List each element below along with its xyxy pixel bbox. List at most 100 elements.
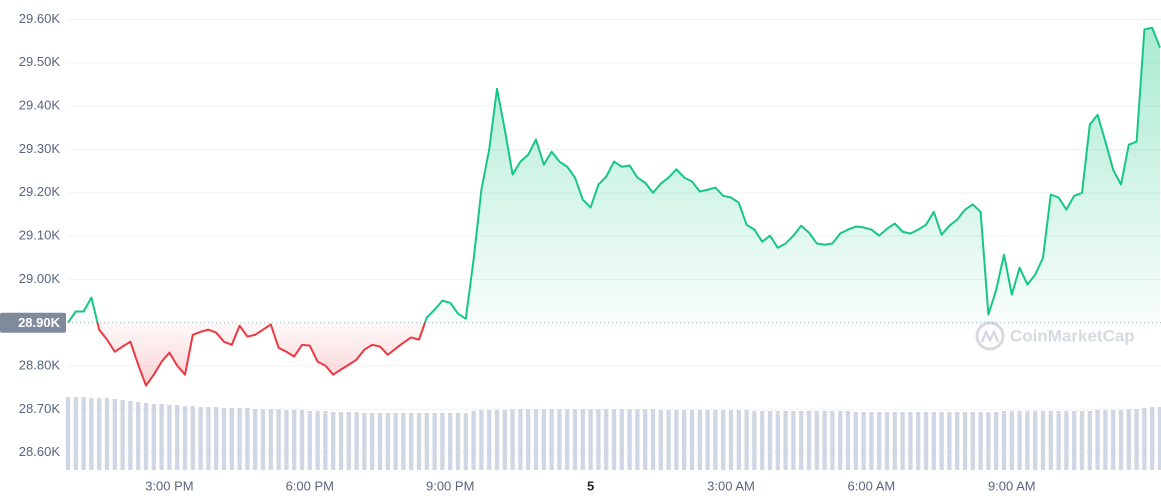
volume-bar: [1157, 407, 1161, 470]
volume-bar: [767, 411, 773, 470]
y-tick-label: 28.80K: [19, 357, 61, 372]
volume-bar: [354, 412, 359, 470]
volume-bar: [861, 412, 866, 470]
volume-bar: [315, 411, 320, 470]
volume-bar: [377, 413, 383, 470]
volume-bar: [1134, 409, 1139, 470]
volume-bar: [650, 409, 656, 470]
volume-bar: [916, 412, 921, 470]
watermark-logo-m: [980, 328, 1000, 343]
volume-bar: [697, 410, 702, 470]
volume-bar: [237, 408, 242, 470]
volume-bar: [908, 412, 913, 470]
watermark-text: CoinMarketCap: [1010, 326, 1135, 345]
volume-bar: [143, 403, 149, 470]
volume-bar: [1009, 411, 1014, 470]
volume-bar: [845, 411, 851, 470]
volume-bar: [1111, 410, 1116, 470]
volume-bar: [128, 401, 133, 470]
volume-bar: [752, 411, 757, 470]
volume-bar: [1118, 410, 1124, 470]
volume-bar: [120, 400, 125, 470]
volume-bar: [221, 408, 227, 470]
x-tick-label: 9:00 AM: [988, 478, 1036, 493]
x-tick-label: 3:00 PM: [145, 478, 193, 493]
volume-bar: [206, 407, 211, 470]
volume-bar: [682, 410, 687, 470]
volume-bar: [923, 412, 929, 470]
volume-bar: [73, 397, 78, 470]
volume-bar: [440, 413, 445, 470]
volume-bar: [284, 410, 289, 470]
volume-bar: [713, 410, 718, 470]
volume-bar: [307, 411, 312, 470]
volume-bar: [409, 413, 414, 470]
x-tick-label: 5: [587, 478, 594, 493]
volume-bar: [260, 409, 266, 470]
volume-bar: [1079, 411, 1085, 470]
volume-bar: [658, 410, 663, 470]
y-tick-label: 29.20K: [19, 184, 61, 199]
volume-bar: [939, 412, 944, 470]
volume-bar: [970, 412, 975, 470]
volume-bar: [744, 410, 749, 470]
volume-bar: [760, 411, 765, 470]
volume-bar: [526, 409, 531, 470]
y-tick-label: 29.50K: [19, 54, 61, 69]
volume-bar: [370, 413, 375, 470]
volume-bar: [463, 413, 468, 470]
volume-bar: [479, 410, 484, 470]
y-tick-label: 28.90K: [18, 315, 61, 330]
volume-bar: [955, 412, 960, 470]
volume-bar: [869, 412, 874, 470]
volume-bar: [588, 409, 593, 470]
volume-bar: [689, 410, 695, 470]
volume-bar: [136, 402, 141, 470]
volume-bar: [494, 410, 500, 470]
volume-bar: [986, 412, 991, 470]
volume-bar: [783, 411, 788, 470]
watermark-logo: [975, 321, 1005, 351]
volume-bar: [510, 409, 515, 470]
x-tick-label: 6:00 AM: [848, 478, 896, 493]
watermark: CoinMarketCap: [975, 321, 1135, 351]
volume-bar: [151, 404, 156, 470]
volume-bar: [1001, 411, 1007, 470]
volume-bar: [1025, 411, 1030, 470]
volume-bar: [198, 407, 203, 470]
volume-bar: [619, 409, 624, 470]
price-line: [67, 26, 1161, 387]
volume-bar: [565, 409, 570, 470]
volume-bar: [1126, 409, 1131, 470]
volume-bar: [838, 411, 843, 470]
volume-bar: [962, 412, 968, 470]
volume-bar: [635, 409, 640, 470]
volume-bar: [1048, 411, 1053, 470]
volume-bar: [385, 413, 390, 470]
y-tick-label: 28.70K: [19, 401, 61, 416]
volume-bar: [775, 411, 780, 470]
volume-bar: [338, 412, 344, 470]
volume-bar: [1103, 410, 1108, 470]
volume-bar: [245, 408, 250, 470]
volume-bar: [533, 409, 539, 470]
volume-bar: [1142, 408, 1147, 470]
volume-bar: [596, 409, 601, 470]
volume-bar: [104, 398, 110, 470]
y-tick-label: 28.60K: [19, 444, 61, 459]
volume-bar: [557, 409, 562, 470]
volume-bar: [89, 398, 94, 470]
volume-bar: [1150, 407, 1155, 470]
volume-bar: [627, 409, 632, 470]
volume-bar: [541, 409, 546, 470]
volume-bar: [97, 398, 102, 470]
volume-bar: [65, 397, 71, 470]
volume-bar: [611, 409, 617, 470]
volume-bar: [112, 399, 117, 470]
volume-bar: [424, 413, 429, 470]
volume-bar: [190, 406, 195, 470]
volume-bar: [1056, 411, 1061, 470]
volume-bar: [502, 410, 507, 470]
volume-bar: [362, 413, 367, 470]
